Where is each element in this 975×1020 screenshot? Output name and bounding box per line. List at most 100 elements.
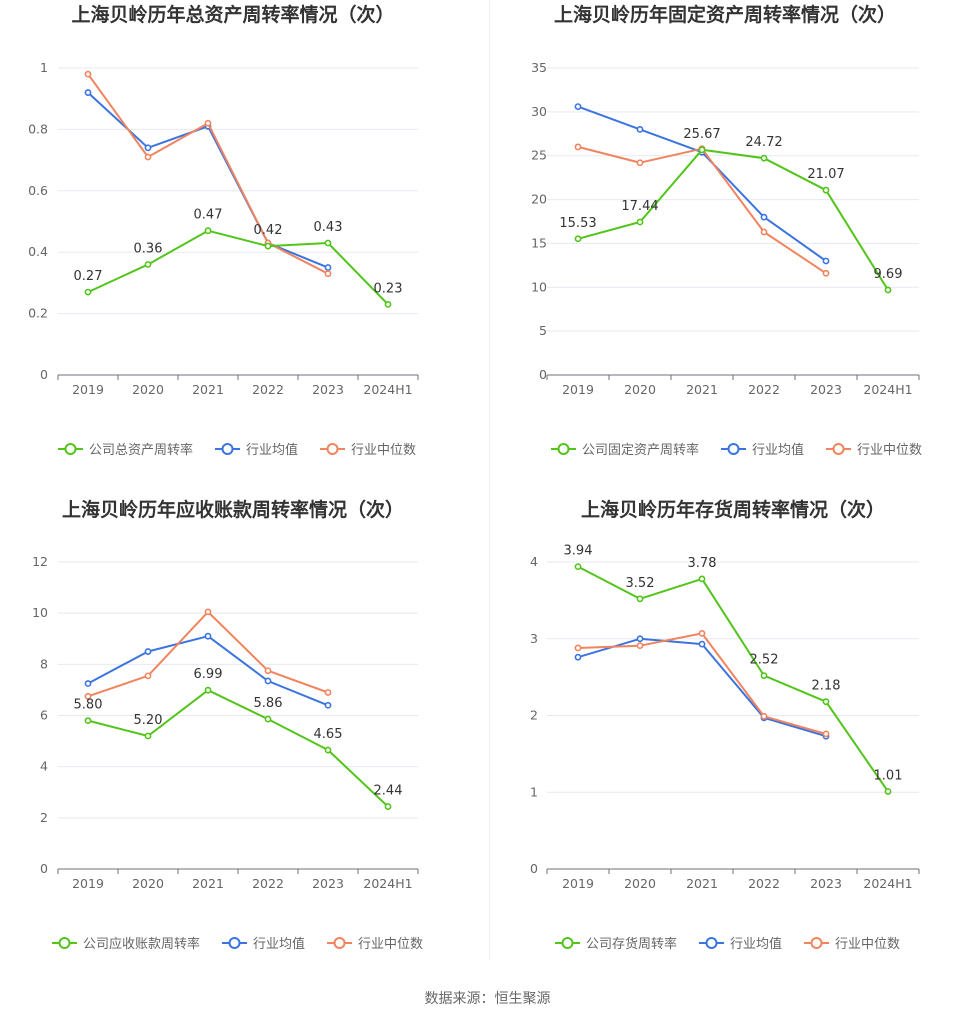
data-label: 0.43 bbox=[314, 220, 343, 235]
data-point-company bbox=[324, 746, 332, 754]
legend-marker bbox=[64, 443, 77, 455]
chart-panel-fixed-asset-turnover: 上海贝岭历年固定资产周转率情况（次） 0 5 10 15 20 25 30 35 2019 2020… bbox=[489, 0, 975, 490]
y-tick-label: 10 bbox=[32, 605, 48, 620]
data-point-company bbox=[760, 672, 768, 679]
x-tick-label: 2022 bbox=[748, 876, 780, 891]
data-point-company bbox=[384, 803, 392, 810]
data-label: 0.47 bbox=[194, 208, 223, 223]
data-point-company bbox=[636, 218, 644, 226]
legend-item-company: 公司固定资产周转率 bbox=[551, 442, 699, 458]
data-label: 0.27 bbox=[74, 269, 103, 284]
y-tick-label: 2 bbox=[530, 708, 538, 723]
series-line-company bbox=[87, 689, 389, 808]
data-point-avg bbox=[84, 680, 92, 687]
x-tick-label: 2021 bbox=[686, 876, 718, 891]
data-label: 17.44 bbox=[621, 199, 658, 214]
chart-panel-inventory-turnover: 上海贝岭历年存货周转率情况（次） 0 1 2 3 4 2019 2020 2021 2022 202… bbox=[489, 490, 975, 980]
y-tick-label: 0 bbox=[539, 367, 547, 382]
x-tick-label: 2024H1 bbox=[863, 382, 912, 397]
y-tick-label: 0.4 bbox=[28, 244, 48, 259]
x-tick-label: 2024H1 bbox=[363, 382, 412, 397]
legend-label: 公司存货周转率 bbox=[586, 936, 677, 952]
data-label: 2.52 bbox=[750, 653, 779, 668]
data-point-company bbox=[204, 227, 212, 235]
data-point-company bbox=[636, 595, 644, 603]
legend-item-avg: 行业均值 bbox=[215, 442, 298, 458]
y-tick-label: 12 bbox=[32, 554, 48, 569]
data-point-avg bbox=[264, 677, 272, 685]
data-point-company bbox=[884, 788, 892, 795]
data-label: 6.99 bbox=[194, 667, 223, 682]
legend-label: 公司应收账款周转率 bbox=[83, 936, 200, 952]
data-point-company bbox=[822, 698, 830, 706]
data-point-avg bbox=[324, 264, 332, 271]
x-tick-label: 2020 bbox=[624, 876, 656, 891]
series-line-median bbox=[87, 73, 329, 275]
data-label: 21.07 bbox=[807, 167, 844, 182]
x-tick-label: 2020 bbox=[624, 382, 656, 397]
chart-fixed-asset-turnover: 上海贝岭历年固定资产周转率情况（次） 0 5 10 15 20 25 30 35 2019 2020… bbox=[531, 3, 922, 458]
x-tick-label: 2020 bbox=[132, 382, 164, 397]
data-point-median bbox=[84, 692, 92, 700]
data-point-avg bbox=[144, 648, 152, 655]
legend-item-company: 公司存货周转率 bbox=[555, 936, 677, 952]
y-tick-label: 1 bbox=[40, 60, 48, 75]
legend-marker bbox=[228, 937, 241, 949]
data-label: 2.18 bbox=[812, 679, 841, 694]
data-point-median bbox=[822, 730, 830, 738]
x-tick-label: 2023 bbox=[810, 382, 842, 397]
y-tick-label: 6 bbox=[40, 708, 48, 723]
x-tick-label: 2023 bbox=[810, 876, 842, 891]
legend-marker bbox=[58, 937, 71, 949]
legend-label: 行业均值 bbox=[253, 936, 305, 952]
y-tick-label: 20 bbox=[531, 192, 547, 207]
data-point-median bbox=[204, 119, 212, 127]
legend-label: 公司总资产周转率 bbox=[89, 442, 193, 458]
data-point-avg bbox=[574, 653, 582, 661]
series-line-avg bbox=[577, 637, 827, 738]
legend-item-company: 公司应收账款周转率 bbox=[52, 936, 200, 952]
legend-item-median: 行业中位数 bbox=[826, 443, 922, 458]
legend-item-company: 公司总资产周转率 bbox=[58, 442, 193, 458]
data-point-median bbox=[144, 153, 152, 161]
data-point-median bbox=[574, 143, 582, 151]
y-tick-label: 15 bbox=[531, 235, 547, 250]
y-tick-label: 0 bbox=[530, 861, 538, 876]
data-point-median bbox=[760, 712, 768, 720]
y-tick-label: 0 bbox=[40, 861, 48, 876]
legend-marker bbox=[727, 443, 740, 455]
x-tick-label: 2023 bbox=[312, 876, 344, 891]
x-tick-label: 2021 bbox=[192, 876, 224, 891]
series-line-median bbox=[577, 632, 827, 735]
series-line-avg bbox=[87, 91, 329, 269]
legend-label: 行业中位数 bbox=[835, 937, 900, 952]
data-point-avg bbox=[636, 635, 644, 643]
data-point-median bbox=[144, 672, 152, 680]
data-label: 5.20 bbox=[134, 713, 163, 728]
legend-item-avg: 行业均值 bbox=[699, 936, 782, 952]
data-point-median bbox=[84, 70, 92, 78]
data-label: 9.69 bbox=[874, 267, 903, 282]
legend-label: 行业均值 bbox=[752, 442, 804, 458]
data-point-median bbox=[760, 228, 768, 236]
x-tick-label: 2021 bbox=[192, 382, 224, 397]
legend-marker bbox=[832, 443, 845, 455]
data-point-company bbox=[574, 563, 582, 571]
legend-item-median: 行业中位数 bbox=[327, 937, 423, 952]
data-label: 0.23 bbox=[374, 281, 403, 296]
data-label: 5.86 bbox=[254, 696, 283, 711]
data-point-median bbox=[636, 642, 644, 650]
y-tick-label: 0.6 bbox=[28, 183, 48, 198]
data-label: 2.44 bbox=[374, 784, 403, 799]
x-tick-label: 2023 bbox=[312, 382, 344, 397]
data-point-median bbox=[574, 644, 582, 652]
data-label: 1.01 bbox=[874, 768, 903, 783]
data-point-avg bbox=[822, 257, 830, 265]
data-point-company bbox=[84, 288, 92, 296]
legend-label: 行业中位数 bbox=[351, 443, 416, 458]
y-tick-label: 0 bbox=[40, 367, 48, 382]
legend-label: 行业中位数 bbox=[358, 937, 423, 952]
data-label: 25.67 bbox=[683, 127, 720, 142]
series-line-company bbox=[577, 148, 889, 291]
data-point-company bbox=[264, 242, 272, 250]
